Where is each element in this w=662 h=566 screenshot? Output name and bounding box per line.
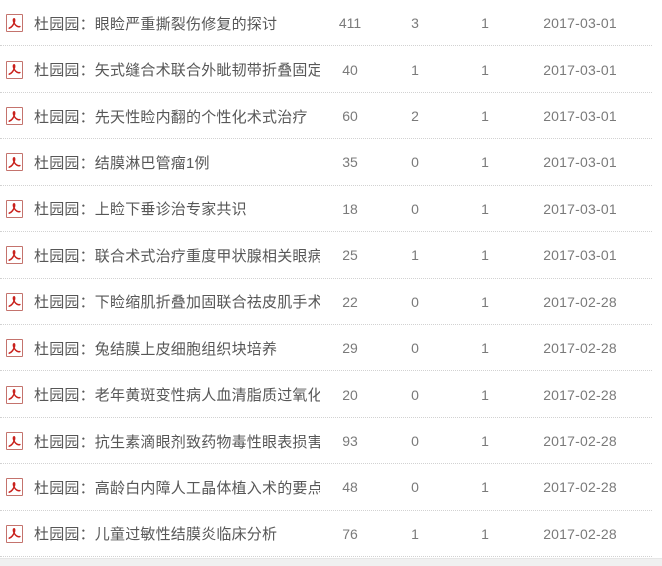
- comment-count: 1: [411, 525, 419, 542]
- table-row[interactable]: 杜园园：老年黄斑变性病人血清脂质过氧化... 20 0 1 2017-02-28: [0, 371, 662, 419]
- document-title-link[interactable]: 杜园园：高龄白内障人工晶体植入术的要点...: [34, 479, 320, 497]
- view-count: 18: [342, 200, 358, 217]
- table-row[interactable]: 杜园园：矢式缝合术联合外眦韧带折叠固定... 40 1 1 2017-03-01: [0, 46, 662, 94]
- table-row[interactable]: 杜园园：眼睑严重撕裂伤修复的探讨 411 3 1 2017-03-01: [0, 0, 662, 47]
- publish-date: 2017-02-28: [543, 386, 617, 403]
- table-row[interactable]: 杜园园：结膜淋巴管瘤1例 35 0 1 2017-03-01: [0, 139, 662, 187]
- view-count: 60: [342, 108, 358, 125]
- publish-date: 2017-02-28: [543, 479, 617, 496]
- publish-date: 2017-02-28: [543, 433, 617, 449]
- recommend-count: 1: [481, 108, 489, 125]
- comment-count: 0: [411, 154, 419, 171]
- pdf-file-icon: [6, 60, 23, 79]
- table-row[interactable]: 杜园园：先天性睑内翻的个性化术式治疗 60 2 1 2017-03-01: [0, 92, 662, 140]
- publish-date: 2017-03-01: [543, 61, 617, 78]
- pdf-file-icon: [6, 199, 23, 218]
- recommend-count: 1: [481, 479, 489, 496]
- comment-count: 0: [411, 433, 419, 449]
- publish-date: 2017-02-28: [543, 340, 617, 357]
- pdf-file-icon: [6, 14, 23, 33]
- recommend-count: 1: [481, 340, 489, 357]
- view-count: 20: [342, 386, 358, 403]
- publish-date: 2017-03-01: [543, 154, 617, 171]
- recommend-count: 1: [481, 433, 489, 449]
- view-count: 22: [342, 293, 358, 310]
- publish-date: 2017-02-28: [543, 525, 617, 542]
- view-count: 76: [342, 525, 358, 542]
- document-title-link[interactable]: 杜园园：儿童过敏性结膜炎临床分析: [34, 526, 278, 544]
- publish-date: 2017-02-28: [543, 293, 617, 310]
- document-title-link[interactable]: 杜园园：抗生素滴眼剂致药物毒性眼表损害...: [34, 433, 320, 451]
- comment-count: 0: [411, 293, 419, 310]
- pdf-file-icon: [6, 153, 23, 172]
- publish-date: 2017-03-01: [543, 200, 617, 217]
- comment-count: 0: [411, 200, 419, 217]
- table-row[interactable]: 杜园园：兔结膜上皮细胞组织块培养 29 0 1 2017-02-28: [0, 324, 662, 372]
- table-row[interactable]: 杜园园：联合术式治疗重度甲状腺相关眼病... 25 1 1 2017-03-01: [0, 232, 662, 279]
- pdf-file-icon: [6, 339, 23, 358]
- publish-date: 2017-03-01: [543, 108, 617, 125]
- view-count: 29: [342, 340, 358, 357]
- pdf-file-icon: [6, 524, 23, 543]
- document-title-link[interactable]: 杜园园：先天性睑内翻的个性化术式治疗: [34, 108, 308, 126]
- recommend-count: 1: [481, 293, 489, 310]
- comment-count: 2: [411, 108, 419, 125]
- view-count: 48: [342, 479, 358, 496]
- comment-count: 3: [411, 15, 419, 32]
- recommend-count: 1: [481, 15, 489, 32]
- recommend-count: 1: [481, 154, 489, 171]
- document-title-link[interactable]: 杜园园：结膜淋巴管瘤1例: [34, 154, 210, 172]
- table-row[interactable]: 杜园园：高龄白内障人工晶体植入术的要点... 48 0 1 2017-02-28: [0, 464, 662, 512]
- document-title-link[interactable]: 杜园园：老年黄斑变性病人血清脂质过氧化...: [34, 387, 320, 405]
- document-title-link[interactable]: 杜园园：眼睑严重撕裂伤修复的探讨: [34, 15, 278, 33]
- document-title-link[interactable]: 杜园园：矢式缝合术联合外眦韧带折叠固定...: [34, 62, 320, 80]
- document-title-link[interactable]: 杜园园：兔结膜上皮细胞组织块培养: [34, 340, 278, 358]
- recommend-count: 1: [481, 61, 489, 78]
- comment-count: 1: [411, 247, 419, 264]
- view-count: 25: [342, 247, 358, 264]
- document-title-link[interactable]: 杜园园：下睑缩肌折叠加固联合祛皮肌手术...: [34, 294, 320, 312]
- comment-count: 0: [411, 479, 419, 496]
- recommend-count: 1: [481, 200, 489, 217]
- recommend-count: 1: [481, 247, 489, 264]
- pdf-file-icon: [6, 478, 23, 497]
- pdf-file-icon: [6, 385, 23, 404]
- table-row[interactable]: 杜园园：儿童过敏性结膜炎临床分析 76 1 1 2017-02-28: [0, 510, 662, 558]
- view-count: 411: [338, 15, 362, 32]
- comment-count: 0: [411, 340, 419, 357]
- table-row[interactable]: 杜园园：上睑下垂诊治专家共识 18 0 1 2017-03-01: [0, 185, 662, 233]
- publish-date: 2017-03-01: [543, 247, 617, 264]
- comment-count: 0: [411, 386, 419, 403]
- publish-date: 2017-03-01: [543, 15, 617, 32]
- pdf-file-icon: [6, 292, 23, 311]
- view-count: 35: [342, 154, 358, 171]
- document-title-link[interactable]: 杜园园：联合术式治疗重度甲状腺相关眼病...: [34, 247, 320, 265]
- pdf-file-icon: [6, 107, 23, 126]
- view-count: 93: [342, 433, 358, 449]
- footer-strip: [0, 558, 662, 566]
- recommend-count: 1: [481, 525, 489, 542]
- table-row[interactable]: 杜园园：下睑缩肌折叠加固联合祛皮肌手术... 22 0 1 2017-02-28: [0, 278, 662, 326]
- comment-count: 1: [411, 61, 419, 78]
- recommend-count: 1: [481, 386, 489, 403]
- document-title-link[interactable]: 杜园园：上睑下垂诊治专家共识: [34, 201, 247, 219]
- pdf-file-icon: [6, 432, 23, 450]
- table-row[interactable]: 杜园园：抗生素滴眼剂致药物毒性眼表损害... 93 0 1 2017-02-28: [0, 417, 662, 465]
- view-count: 40: [342, 61, 358, 78]
- pdf-file-icon: [6, 246, 23, 265]
